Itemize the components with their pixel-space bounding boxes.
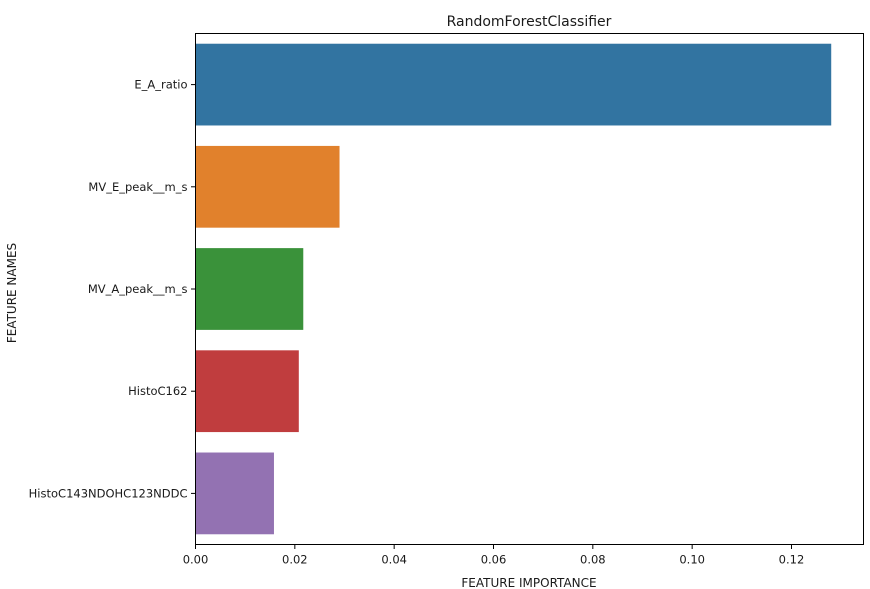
plot-frame bbox=[195, 33, 864, 545]
x-axis-ticks: 0.00 0.02 0.04 0.06 0.08 0.10 0.12 bbox=[183, 544, 805, 567]
bar-mv-a-peak-m-s bbox=[195, 248, 304, 330]
y-tick-label: E_A_ratio bbox=[134, 78, 187, 92]
y-axis-label: FEATURE NAMES bbox=[5, 243, 19, 343]
bar-e-a-ratio bbox=[195, 43, 832, 126]
y-tick-label: HistoC143NDOHC123NDDC bbox=[29, 486, 188, 500]
y-tick-label: MV_E_peak__m_s bbox=[88, 180, 187, 194]
bar-mv-e-peak-m-s bbox=[195, 145, 340, 228]
x-tick-label: 0.08 bbox=[580, 553, 606, 567]
x-tick-label: 0.00 bbox=[183, 553, 209, 567]
x-tick-label: 0.12 bbox=[779, 553, 805, 567]
bar-histoc162 bbox=[195, 350, 299, 433]
chart-title: RandomForestClassifier bbox=[447, 14, 612, 30]
x-tick-label: 0.10 bbox=[679, 553, 705, 567]
x-tick-label: 0.06 bbox=[481, 553, 507, 567]
y-tick-label: HistoC162 bbox=[128, 384, 187, 398]
x-tick-label: 0.04 bbox=[381, 553, 407, 567]
y-tick-label: MV_A_peak__m_s bbox=[88, 282, 188, 296]
bar-histoc143ndohc123nddc bbox=[195, 452, 274, 535]
y-axis-ticks: E_A_ratio MV_E_peak__m_s MV_A_peak__m_s His… bbox=[29, 78, 196, 500]
x-tick-label: 0.02 bbox=[282, 553, 308, 567]
x-axis-label: FEATURE IMPORTANCE bbox=[461, 576, 596, 589]
bars-group bbox=[195, 43, 832, 535]
